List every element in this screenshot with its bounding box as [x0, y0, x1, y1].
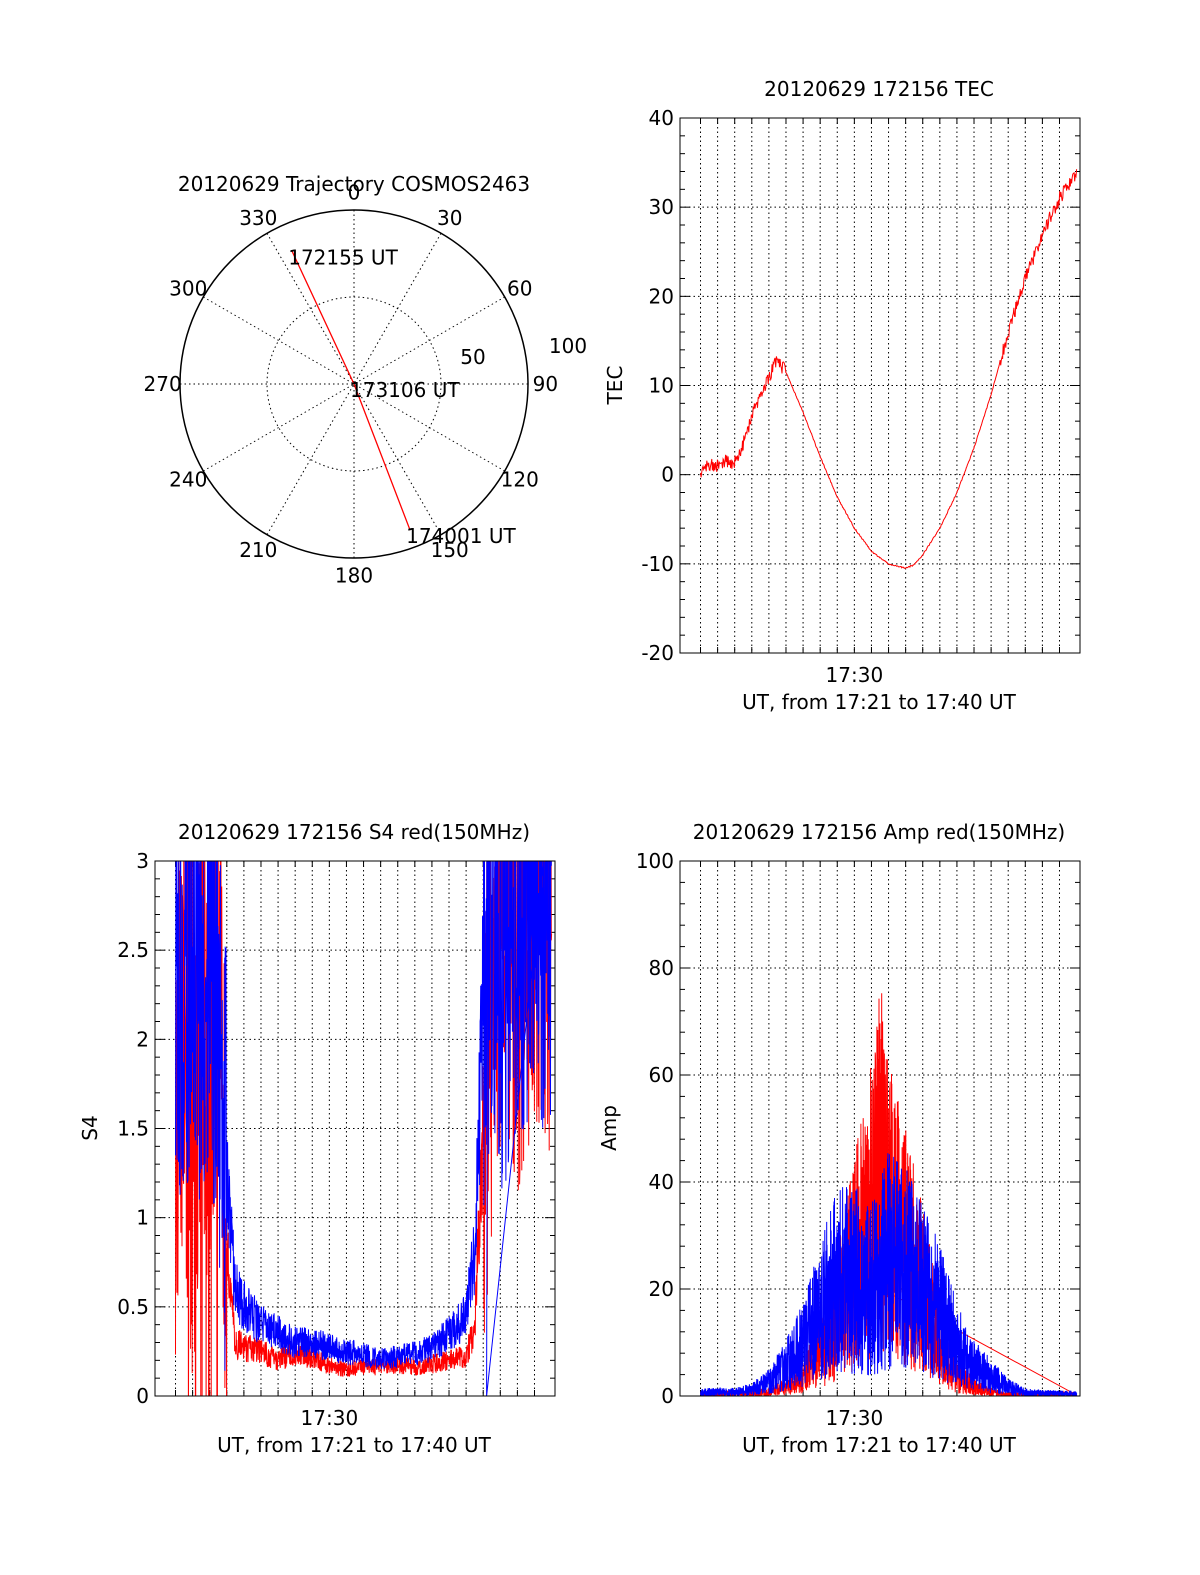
amp-ytick-label: 40 [649, 1170, 674, 1194]
tec-series [700, 169, 1078, 569]
polar-azimuth-label-150: 150 [431, 538, 469, 562]
s4-plot: 20120629 172156 S4 red(150MHz) S4 UT, fr… [78, 820, 556, 1457]
s4-series-blue [175, 861, 552, 1396]
tec-ytick-label: -20 [641, 641, 674, 665]
amp-xtick-label: 17:30 [826, 1406, 884, 1430]
polar-annotation-0: 172155 UT [288, 246, 398, 270]
tec-plot: 20120629 172156 TEC TEC UT, from 17:21 t… [603, 77, 1081, 714]
amp-series [700, 993, 1078, 1396]
polar-azimuth-label-90: 90 [533, 372, 558, 396]
polar-azimuth-label-30: 30 [437, 206, 462, 230]
amp-plot-frame [679, 860, 1081, 1397]
trajectory-polar-plot: 20120629 Trajectory COSMOS2463 0 30 60 90 12… [144, 172, 588, 587]
amp-xlabel: UT, from 17:21 to 17:40 UT [742, 1433, 1017, 1457]
polar-azimuth-labels: 0 30 60 90 120 150 180 210 240 270 300 330 [144, 181, 559, 588]
tec-grid [680, 117, 1080, 654]
polar-azimuth-label-270: 270 [144, 372, 182, 396]
s4-ytick-label: 0 [136, 1384, 149, 1408]
polar-radial-label-50: 50 [460, 345, 485, 369]
tec-xlabel: UT, from 17:21 to 17:40 UT [742, 690, 1017, 714]
s4-ytick-label: 1 [136, 1206, 149, 1230]
polar-azimuth-label-240: 240 [169, 468, 207, 492]
tec-series-red [700, 169, 1078, 569]
polar-azimuth-label-60: 60 [507, 276, 532, 300]
tec-ytick-label: 10 [649, 374, 674, 398]
tec-xtick-label: 17:30 [826, 663, 884, 687]
amp-ytick-label: 0 [661, 1384, 674, 1408]
tec-ytick-label: 30 [649, 195, 674, 219]
amp-title: 20120629 172156 Amp red(150MHz) [693, 820, 1065, 844]
polar-radial-label-100: 100 [549, 334, 587, 358]
amp-plot: 20120629 172156 Amp red(150MHz) Amp UT, … [597, 820, 1081, 1457]
amp-ytick-label: 60 [649, 1063, 674, 1087]
amp-series-blue [700, 1153, 1078, 1396]
tec-ytick-label: -10 [641, 552, 674, 576]
s4-title: 20120629 172156 S4 red(150MHz) [178, 820, 530, 844]
amp-ytick-label: 100 [636, 849, 674, 873]
s4-plot-frame [154, 860, 556, 1397]
s4-ylabel: S4 [78, 1115, 102, 1140]
s4-series [175, 861, 553, 1396]
polar-azimuth-label-210: 210 [239, 538, 277, 562]
polar-series [291, 251, 411, 531]
s4-ytick-label: 3 [136, 849, 149, 873]
polar-azimuth-label-180: 180 [335, 563, 373, 587]
s4-ytick-label: 1.5 [117, 1117, 149, 1141]
s4-xtick-label: 17:30 [301, 1406, 359, 1430]
polar-annotation-1: 173106 UT [350, 378, 460, 402]
s4-ytick-label: 2 [136, 1027, 149, 1051]
amp-ylabel: Amp [597, 1105, 621, 1151]
tec-plot-frame [679, 117, 1081, 654]
amp-ytick-label: 80 [649, 956, 674, 980]
amp-ytick-label: 20 [649, 1277, 674, 1301]
s4-ytick-label: 0.5 [117, 1295, 149, 1319]
polar-azimuth-label-300: 300 [169, 276, 207, 300]
polar-annotation-2: 174001 UT [406, 524, 516, 548]
polar-azimuth-label-120: 120 [501, 468, 539, 492]
polar-title: 20120629 Trajectory COSMOS2463 [178, 172, 530, 196]
s4-ytick-label: 2.5 [117, 938, 149, 962]
polar-trajectory-line [291, 251, 411, 531]
tec-ylabel: TEC [603, 366, 627, 406]
tec-title: 20120629 172156 TEC [764, 77, 994, 101]
tec-ytick-label: 20 [649, 284, 674, 308]
polar-azimuth-label-330: 330 [239, 206, 277, 230]
s4-xlabel: UT, from 17:21 to 17:40 UT [217, 1433, 492, 1457]
polar-azimuth-label-0: 0 [348, 181, 361, 205]
polar-annotations: 172155 UT 173106 UT 174001 UT [288, 246, 516, 549]
tec-ytick-label: 40 [649, 106, 674, 130]
tec-ytick-label: 0 [661, 463, 674, 487]
